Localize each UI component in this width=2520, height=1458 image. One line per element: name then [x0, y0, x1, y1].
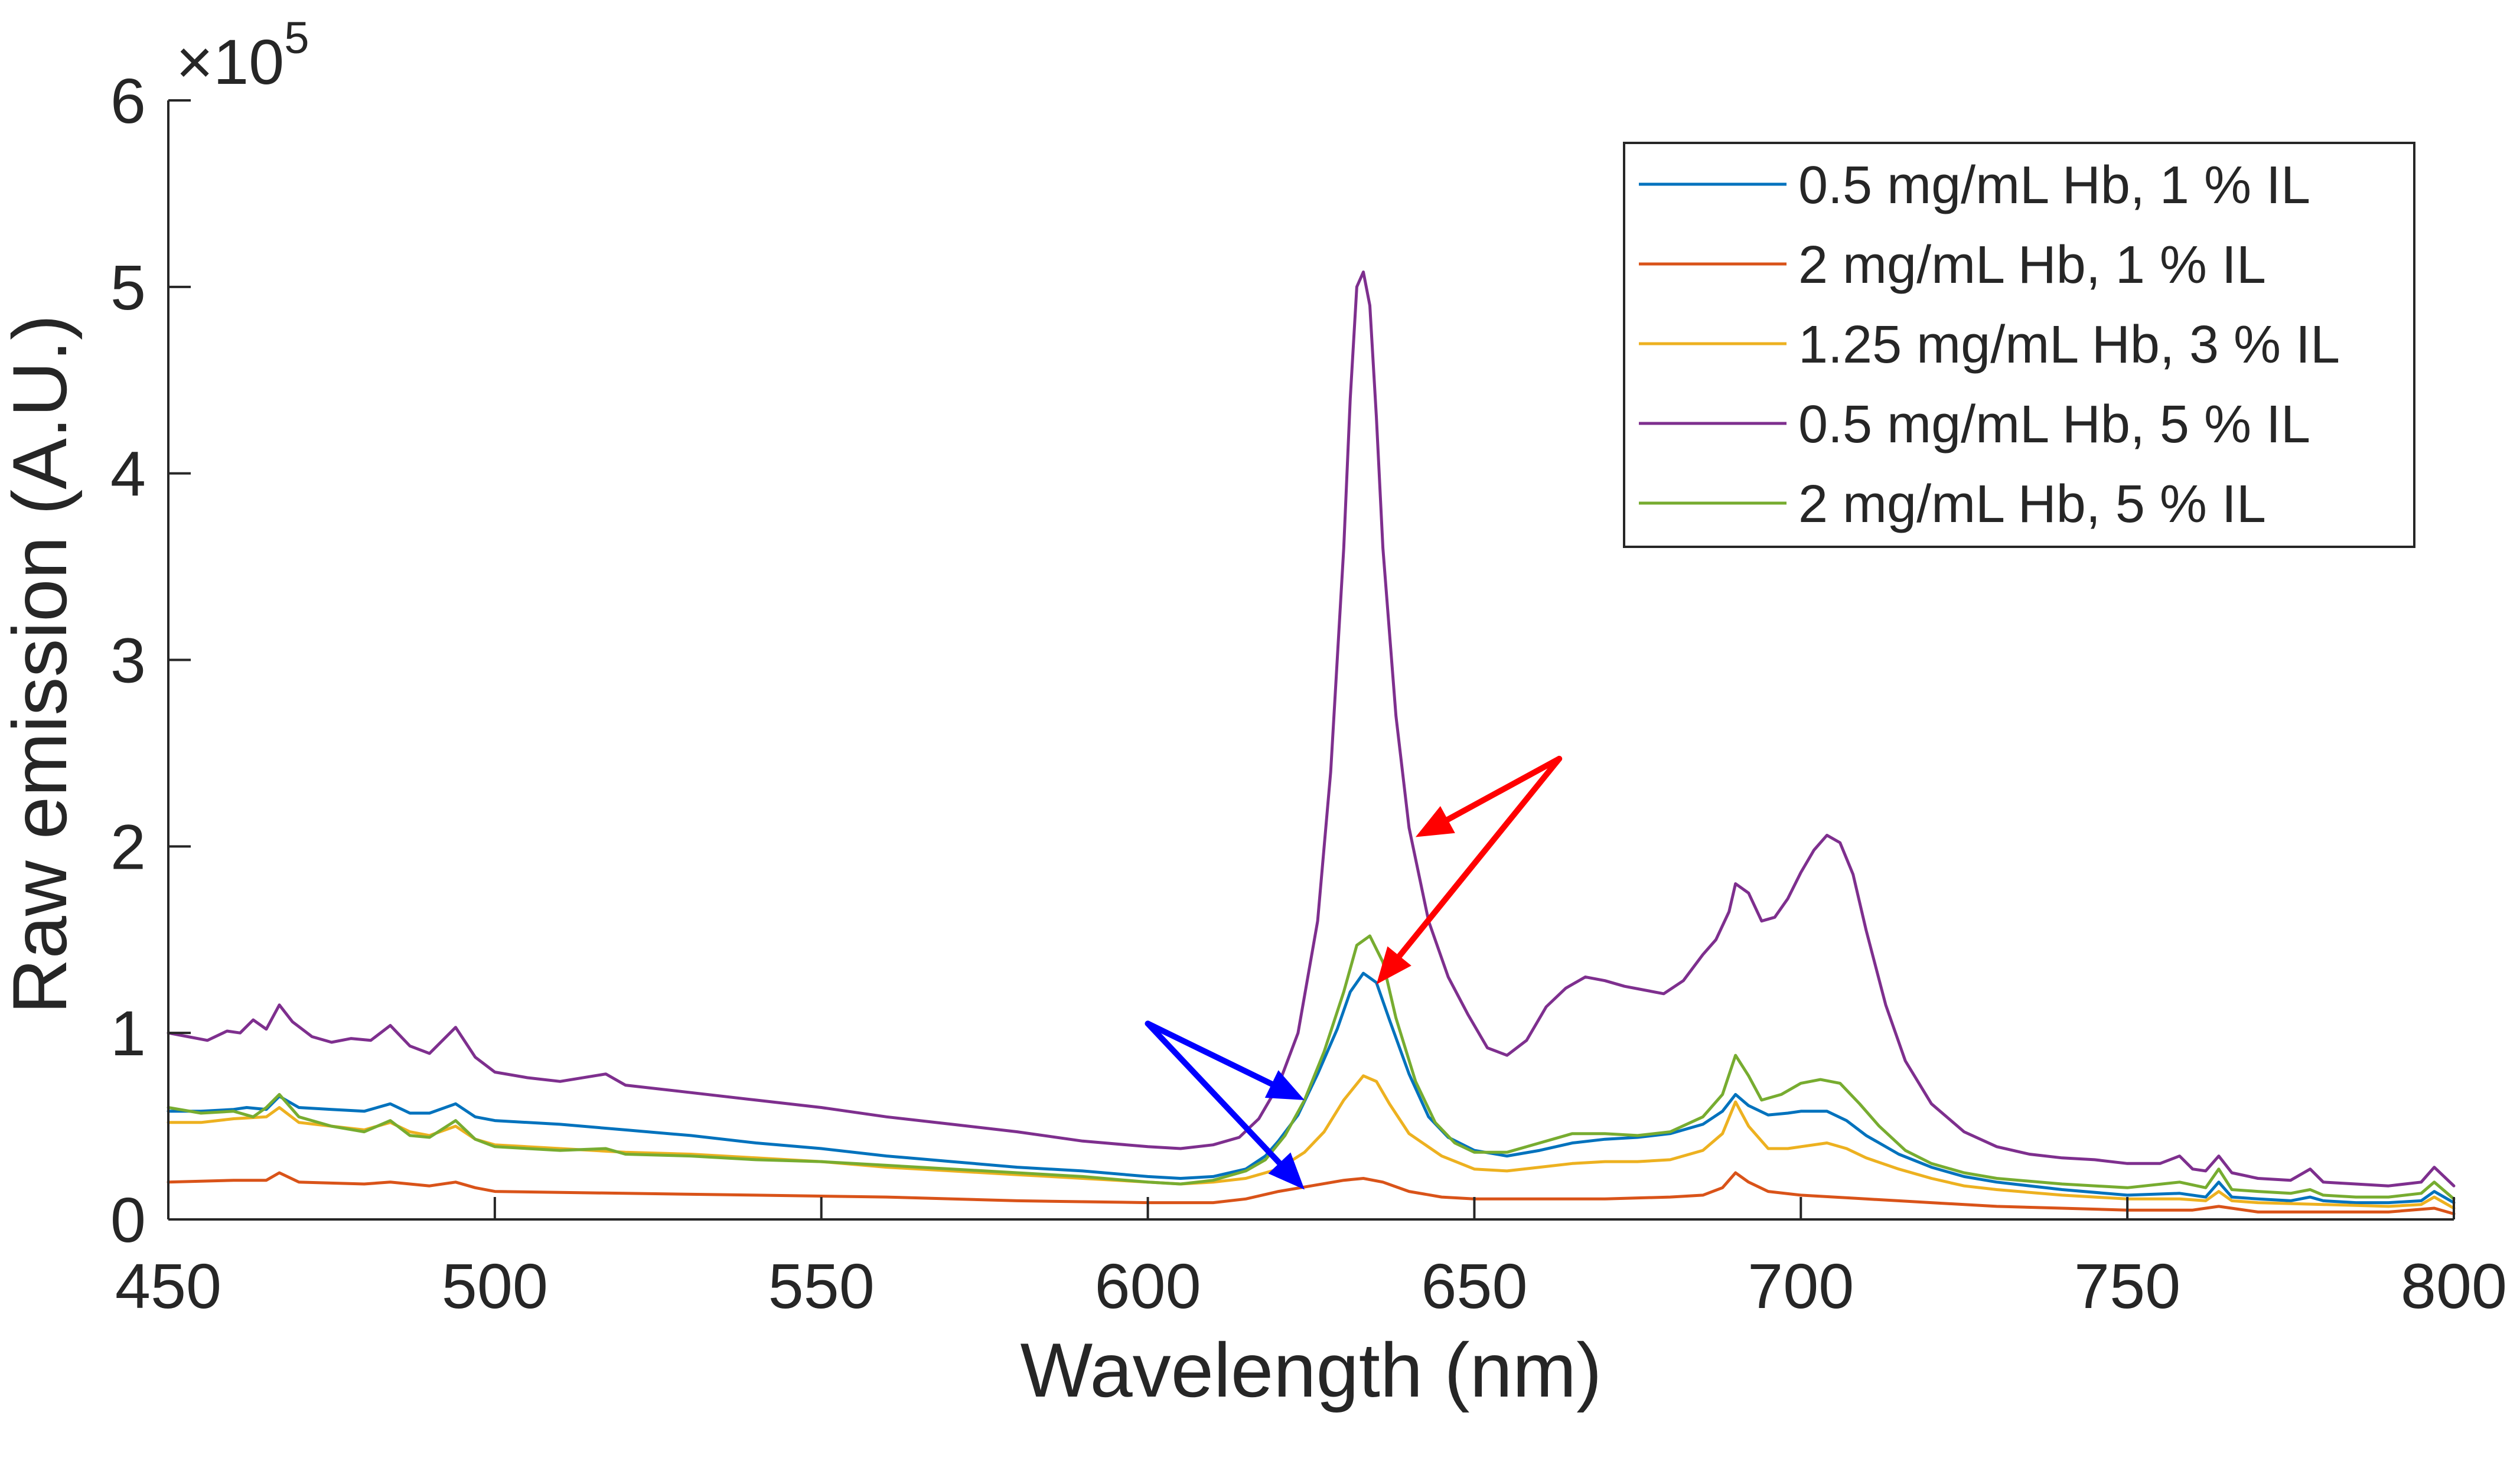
- y-tick-label: 3: [110, 625, 146, 696]
- x-axis-title: Wavelength (nm): [1021, 1327, 1602, 1413]
- legend-item: 0.5 mg/mL Hb, 5 % IL: [1639, 395, 2310, 454]
- y-tick-label: 0: [110, 1184, 146, 1255]
- arrow-head: [1268, 1152, 1305, 1190]
- arrow-shaft: [1396, 755, 1563, 959]
- legend-label: 2 mg/mL Hb, 5 % IL: [1798, 475, 2266, 534]
- y-tick-label: 6: [110, 65, 146, 136]
- legend-item: 0.5 mg/mL Hb, 1 % IL: [1639, 156, 2310, 215]
- legend-label: 2 mg/mL Hb, 1 % IL: [1798, 236, 2266, 295]
- arrow-head: [1415, 806, 1455, 837]
- series-line-2: [167, 1171, 2456, 1215]
- x-tick-label: 750: [2074, 1250, 2180, 1322]
- arrow-shaft: [1145, 1020, 1283, 1166]
- y-tick-label: 5: [110, 252, 146, 323]
- annotation-arrow-4: [1145, 1020, 1305, 1190]
- series-line-3: [167, 1074, 2456, 1210]
- x-tick-label: 600: [1094, 1250, 1201, 1322]
- y-exponent-power: 5: [284, 13, 309, 63]
- y-tick-label: 4: [110, 438, 146, 510]
- y-exponent-base: ×10: [176, 26, 284, 97]
- legend-item: 2 mg/mL Hb, 1 % IL: [1639, 236, 2266, 295]
- x-tick-label: 650: [1421, 1250, 1527, 1322]
- x-tick-label: 800: [2401, 1250, 2507, 1322]
- x-ticks: 450 500 550 600 650 700 750 800: [115, 1197, 2507, 1322]
- arrow-head: [1264, 1070, 1305, 1100]
- annotation-layer: [1145, 755, 1563, 1190]
- legend-item: 2 mg/mL Hb, 5 % IL: [1639, 475, 2266, 534]
- legend: 0.5 mg/mL Hb, 1 % IL 2 mg/mL Hb, 1 % IL 1.…: [1623, 142, 2415, 548]
- y-tick-label: 1: [110, 997, 146, 1069]
- arrow-head: [1376, 946, 1411, 984]
- x-tick-label: 450: [115, 1250, 221, 1322]
- legend-label: 0.5 mg/mL Hb, 5 % IL: [1798, 395, 2310, 454]
- x-tick-label: 700: [1748, 1250, 1854, 1322]
- legend-label: 1.25 mg/mL Hb, 3 % IL: [1798, 315, 2340, 374]
- annotation-arrow-1: [1415, 755, 1563, 837]
- y-axis-title: Raw emission (A.U.): [0, 315, 83, 1015]
- y-tick-label: 2: [110, 811, 146, 882]
- x-tick-label: 550: [768, 1250, 875, 1322]
- annotation-arrow-3: [1145, 1020, 1305, 1100]
- axes: 450 500 550 600 650 700 750 800 0 1 2 3 4 5 6: [110, 65, 2507, 1322]
- x-tick-label: 500: [442, 1250, 548, 1322]
- series-layer: [167, 270, 2456, 1215]
- legend-item: 1.25 mg/mL Hb, 3 % IL: [1639, 315, 2340, 374]
- arrow-shaft: [1445, 755, 1563, 823]
- legend-label: 0.5 mg/mL Hb, 1 % IL: [1798, 156, 2310, 215]
- legend-items: 0.5 mg/mL Hb, 1 % IL 2 mg/mL Hb, 1 % IL 1.…: [1639, 156, 2340, 534]
- series-line-5: [167, 934, 2456, 1201]
- annotation-arrow-2: [1376, 755, 1563, 984]
- y-ticks: 0 1 2 3 4 5 6: [110, 65, 191, 1255]
- series-line-1: [167, 971, 2456, 1205]
- series-line-4: [167, 270, 2456, 1188]
- y-exponent-label: ×105: [176, 13, 309, 97]
- arrow-shaft: [1145, 1020, 1275, 1087]
